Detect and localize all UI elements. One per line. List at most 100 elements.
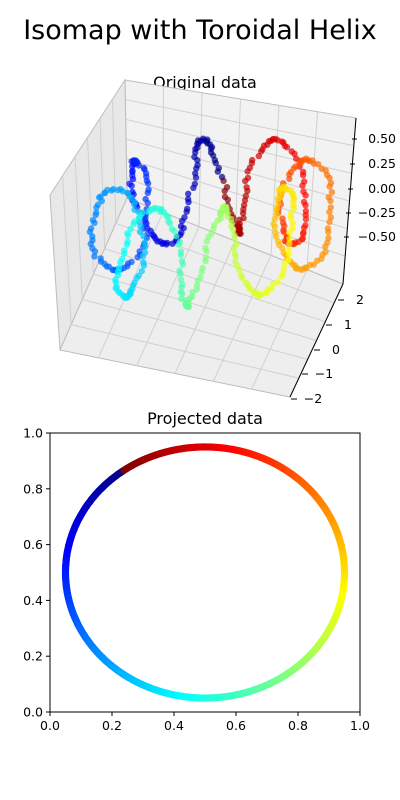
scatter-3d-point xyxy=(231,232,238,239)
scatter-3d-point xyxy=(179,290,186,297)
scatter-3d-point xyxy=(224,196,231,203)
scatter-3d-point xyxy=(140,262,148,269)
scatter-3d-point xyxy=(89,217,97,224)
scatter-3d-point xyxy=(289,219,296,227)
scatter-3d-point xyxy=(193,282,201,289)
grid-line xyxy=(251,269,308,390)
scatter-3d-point xyxy=(144,189,151,197)
grid-line xyxy=(62,175,72,325)
scatter-3d-point xyxy=(142,243,149,250)
scatter-3d-point xyxy=(145,208,153,215)
scatter-3d-point xyxy=(326,183,333,190)
scatter-3d-point xyxy=(290,205,298,212)
scatter-3d-point xyxy=(165,218,172,225)
original-data-title: Original data xyxy=(153,73,257,92)
scatter-3d-point xyxy=(87,225,95,232)
scatter-3d-point xyxy=(328,189,336,196)
scatter-3d-point xyxy=(278,273,285,280)
scatter-3d-point xyxy=(185,190,192,197)
scatter-3d-point xyxy=(302,216,310,223)
scatter-3d-point xyxy=(93,209,100,216)
y-axis-line xyxy=(289,283,344,398)
scatter-3d-point xyxy=(322,243,329,250)
scatter-3d-point xyxy=(177,223,185,230)
scatter-3d-point xyxy=(325,228,332,236)
scatter-3d-point xyxy=(192,174,200,181)
scatter-3d-point xyxy=(138,267,145,275)
scatter-3d-point xyxy=(168,225,176,233)
scatter-3d-point xyxy=(177,270,184,277)
x-tick-label: 0.6 xyxy=(226,718,246,733)
figure-title: Isomap with Toroidal Helix xyxy=(23,15,377,46)
scatter-3d-point xyxy=(181,214,188,221)
z-tick-label: −0.50 xyxy=(358,229,396,244)
scatter-3d-point xyxy=(272,229,279,236)
scatter-3d-point xyxy=(215,164,222,172)
scatter-3d-point xyxy=(140,232,147,240)
scatter-3d-point xyxy=(194,157,201,164)
scatter-3d-point xyxy=(97,193,104,200)
scatter-3d-point xyxy=(279,215,286,222)
scatter-3d-point xyxy=(218,173,226,181)
scatter-3d-points xyxy=(86,135,336,311)
scatter-3d-point xyxy=(286,229,293,236)
scatter-3d-point xyxy=(273,204,280,211)
scatter-3d-point xyxy=(281,260,289,267)
x-tick-label: 0.4 xyxy=(164,718,184,733)
scatter-3d-point xyxy=(302,202,309,209)
z-tick-label: 0.50 xyxy=(368,131,396,146)
scatter-3d-point xyxy=(193,165,200,172)
scatter-3d-point xyxy=(142,214,149,221)
scatter-3d-point xyxy=(110,185,117,193)
scatter-3d-point xyxy=(327,197,334,205)
z-tick-label: 0.00 xyxy=(368,181,396,196)
scatter-3d-point xyxy=(190,184,197,191)
projected-data-axes: Projected data 0.0 0.2 0.4 0.6 0.8 1.0 0.0 0.2… xyxy=(23,409,370,733)
scatter-3d-point xyxy=(302,192,309,199)
scatter-3d-point xyxy=(231,250,239,257)
scatter-3d-point xyxy=(236,266,243,274)
x-tick-label: 0.8 xyxy=(288,718,308,733)
scatter-2d-points xyxy=(61,443,349,702)
y-tick-label: −1 xyxy=(315,366,333,381)
y-tick-label: 0.8 xyxy=(23,481,43,496)
scatter-3d-point xyxy=(270,220,277,228)
scatter-3d-point xyxy=(239,274,246,282)
scatter-3d-point xyxy=(244,168,251,175)
z-ticks: 0.50 0.25 0.00 −0.25 −0.50 xyxy=(344,131,396,244)
scatter-3d-point xyxy=(240,202,248,209)
scatter-3d-point xyxy=(97,255,104,262)
y-tick-label: 0.0 xyxy=(23,705,43,720)
scatter-3d-point xyxy=(326,218,333,226)
x-tick-label: 0.2 xyxy=(102,718,122,733)
scatter-3d-point xyxy=(286,240,293,247)
scatter-3d-point xyxy=(326,174,333,182)
projected-data-title: Projected data xyxy=(147,409,263,428)
scatter-3d-point xyxy=(176,238,184,246)
scatter-3d-point xyxy=(300,224,308,231)
grid-line xyxy=(74,156,83,300)
y-tick-label: 0 xyxy=(332,342,340,357)
scatter-3d-point xyxy=(242,177,249,185)
scatter-3d-point xyxy=(255,152,262,160)
z-tick-label: 0.25 xyxy=(368,156,396,171)
scatter-3d-point xyxy=(299,230,307,237)
scatter-3d-point xyxy=(173,233,180,240)
scatter-3d-point xyxy=(163,239,171,247)
scatter-3d-point xyxy=(299,172,307,179)
scatter-3d-point xyxy=(183,208,190,215)
scatter-3d-point xyxy=(177,276,184,283)
scatter-3d-point xyxy=(285,250,293,258)
x-tick-label: 0.0 xyxy=(40,718,60,733)
scatter-3d-point xyxy=(144,199,151,207)
scatter-3d-point xyxy=(134,254,141,261)
scatter-3d-point xyxy=(130,220,137,228)
scatter-3d-point xyxy=(293,155,300,162)
scatter-3d-point xyxy=(126,180,133,187)
scatter-3d-point xyxy=(288,148,295,155)
scatter-3d-point xyxy=(280,266,287,273)
z-axis-line xyxy=(342,117,357,285)
scatter-3d-point xyxy=(185,198,192,206)
scatter-3d-point xyxy=(124,232,132,239)
scatter-3d-point xyxy=(299,182,306,189)
